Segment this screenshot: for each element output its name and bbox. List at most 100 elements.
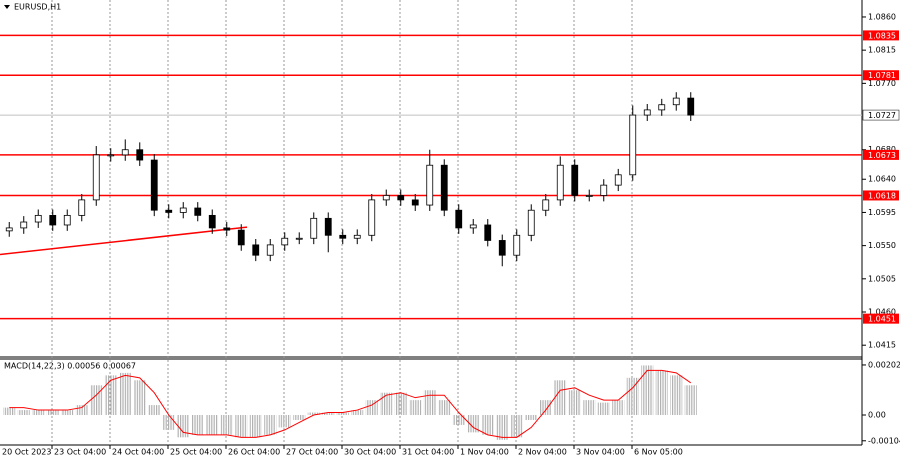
level-label: 1.0781 [868, 71, 896, 80]
candle-body [252, 244, 260, 256]
macd-bar [133, 380, 146, 416]
level-label-box [863, 149, 899, 160]
macd-bar [612, 400, 625, 416]
x-tick-label: 1 Nov 04:00 [460, 448, 509, 457]
candle-body [585, 195, 593, 197]
level-label: 1.0673 [868, 151, 896, 160]
candle-body [658, 104, 666, 111]
x-tick-label: 6 Nov 05:00 [634, 448, 683, 457]
level-label-box [863, 190, 899, 201]
macd-bar [525, 415, 538, 420]
candle-body [92, 154, 100, 201]
x-tick-label: 3 Nov 04:00 [576, 448, 625, 457]
macd-bar [293, 415, 306, 420]
candle-body [237, 229, 245, 246]
y-tick-label: 1.0680 [868, 145, 896, 154]
candle-body [542, 199, 550, 211]
candle-body [498, 240, 506, 256]
macd-bar [655, 370, 668, 416]
candle-body [571, 164, 579, 196]
x-tick-label: 20 Oct 2023 [2, 448, 51, 457]
y-tick-label: 1.0595 [868, 208, 896, 217]
candle-body [469, 224, 477, 229]
macd-bar [119, 372, 132, 416]
candle-body [527, 209, 535, 236]
x-tick-label: 31 Oct 04:00 [402, 448, 454, 457]
candle-body [629, 114, 637, 176]
candle-body [310, 217, 318, 239]
macd-bar [104, 375, 117, 416]
candle-body [78, 199, 86, 216]
macd-bar [438, 400, 451, 416]
macd-bar [467, 415, 480, 433]
trendline [0, 226, 248, 256]
candle-body [426, 164, 434, 206]
candle-body [411, 199, 419, 206]
level-label-box [863, 313, 899, 324]
x-tick-label: 2 Nov 04:00 [518, 448, 567, 457]
current-price-label: 1.0727 [868, 111, 896, 120]
macd-bar [90, 385, 103, 416]
macd-bar [32, 410, 45, 416]
candle-body [614, 174, 622, 186]
candle-body [643, 109, 651, 116]
y-tick-label: 1.0770 [868, 79, 896, 88]
macd-bar [394, 392, 407, 416]
candle-body [339, 234, 347, 239]
candle-body [687, 97, 695, 116]
candle-body [368, 199, 376, 236]
macd-bar [670, 375, 683, 416]
candle-body [194, 207, 202, 216]
macd-bar [351, 410, 364, 416]
candle-body [600, 184, 608, 196]
level-label: 1.0451 [868, 315, 896, 324]
macd-bar [409, 400, 422, 416]
candle-body [484, 224, 492, 241]
candle-body [165, 209, 173, 213]
y-tick-label: 1.0505 [868, 274, 896, 283]
y-tick-label: 1.0550 [868, 241, 896, 250]
y-tick-label: 1.0415 [868, 341, 896, 350]
menu-arrow[interactable] [4, 5, 10, 9]
macd-bar [307, 412, 320, 416]
macd-bar [177, 415, 190, 438]
macd-bar [626, 377, 639, 416]
level-label-box [863, 30, 899, 41]
macd-bar [191, 415, 204, 435]
level-label: 1.0835 [868, 31, 896, 40]
candle-body [324, 217, 332, 236]
signal-line [9, 369, 692, 438]
macd-bar [61, 410, 74, 416]
macd-bar [46, 410, 59, 416]
macd-title: MACD(14,22,3) 0.00056 0.00067 [4, 362, 136, 371]
chart-title: EURUSD,H1 [14, 3, 61, 12]
macd-bar [481, 415, 494, 435]
macd-bar [322, 412, 335, 416]
macd-bar [206, 415, 219, 435]
macd-bar [220, 415, 233, 435]
candle-body [107, 154, 115, 157]
macd-bar [365, 400, 378, 416]
macd-bar [597, 402, 610, 416]
macd-bar [3, 407, 16, 416]
candle-body [223, 227, 231, 231]
macd-bar [452, 415, 465, 425]
macd-bar [496, 415, 509, 440]
candle-body [556, 164, 564, 201]
macd-bar [249, 415, 262, 438]
candle-body [353, 234, 361, 239]
x-tick-label: 26 Oct 04:00 [228, 448, 280, 457]
candle-body [34, 214, 42, 223]
candle-body [63, 214, 71, 226]
x-tick-label: 25 Oct 04:00 [170, 448, 222, 457]
candle-body [440, 164, 448, 211]
y-tick-label: 0.00 [868, 411, 886, 420]
candle-body [5, 227, 13, 232]
macd-bar [568, 390, 581, 416]
candle-body [672, 97, 680, 106]
macd-bar [162, 415, 175, 430]
y-tick-label: 1.0860 [868, 12, 896, 21]
macd-bar [510, 415, 523, 438]
